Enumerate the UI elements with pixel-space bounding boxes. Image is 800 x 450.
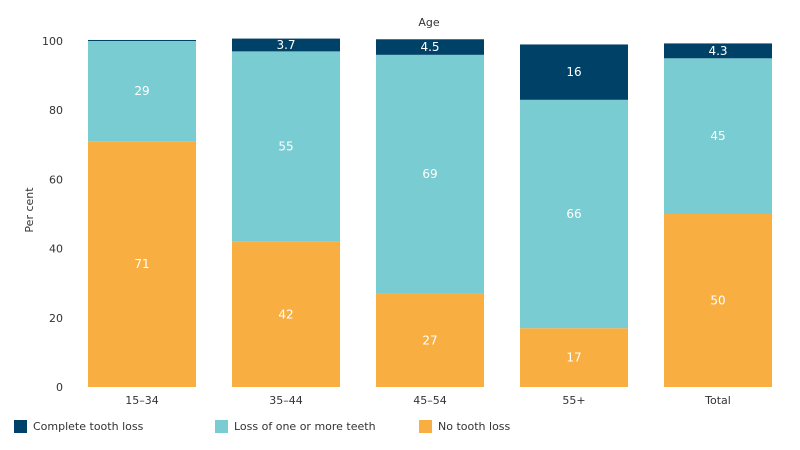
- y-tick-label: 40: [49, 243, 63, 256]
- data-label: 17: [566, 351, 581, 365]
- bar-segment: [376, 293, 484, 387]
- y-tick-label: 60: [49, 173, 63, 186]
- bar-segment: [520, 44, 628, 100]
- bar-segment: [88, 141, 196, 387]
- x-tick-label: 15–34: [125, 394, 159, 407]
- bar-segment: [520, 328, 628, 387]
- bar-segment: [376, 54, 484, 294]
- bar-segment: [232, 241, 340, 387]
- data-label: 42: [278, 307, 293, 321]
- data-label: 4.5: [420, 40, 439, 54]
- data-label: 45: [710, 129, 725, 143]
- data-label: 29: [134, 84, 149, 98]
- legend-item-loss-of-teeth[interactable]: Loss of one or more teeth: [215, 420, 393, 433]
- x-tick-label: 55+: [562, 394, 585, 407]
- bar-segment: [232, 38, 340, 52]
- data-label: 4.3: [708, 44, 727, 58]
- x-tick-label: 35–44: [269, 394, 303, 407]
- legend-label-loss-of-teeth: Loss of one or more teeth: [234, 420, 376, 433]
- x-tick-label: Total: [704, 394, 731, 407]
- data-label: 71: [134, 257, 149, 271]
- data-label: 50: [710, 294, 725, 308]
- legend-label-complete-tooth-loss: Complete tooth loss: [33, 420, 144, 433]
- y-tick-label: 100: [42, 35, 63, 48]
- bar-segment: [520, 99, 628, 329]
- bar-segment: [88, 39, 196, 41]
- y-axis-ticks: 0 20 40 60 80 100: [42, 35, 63, 394]
- data-label: 27: [422, 333, 437, 347]
- bars: 71 29 42 55 3.7 27 69 4.5 17 66 16 50 45 4.3: [88, 38, 772, 387]
- legend-swatch-no-tooth-loss: [419, 420, 432, 433]
- chart-title: Age: [418, 16, 440, 29]
- legend-item-complete-tooth-loss[interactable]: Complete tooth loss: [14, 420, 189, 433]
- legend-swatch-loss-of-teeth: [215, 420, 228, 433]
- bar-segment: [232, 51, 340, 242]
- data-label: 55: [278, 140, 293, 154]
- data-label: 69: [422, 167, 437, 181]
- y-axis-title: Per cent: [23, 187, 36, 233]
- y-tick-label: 20: [49, 312, 63, 325]
- legend: Complete tooth loss Loss of one or more …: [14, 420, 536, 433]
- data-label: 66: [566, 207, 581, 221]
- legend-label-no-tooth-loss: No tooth loss: [438, 420, 511, 433]
- bar-segment: [664, 58, 772, 214]
- y-tick-label: 0: [56, 381, 63, 394]
- bar-segment: [664, 43, 772, 59]
- legend-swatch-complete-tooth-loss: [14, 420, 27, 433]
- legend-item-no-tooth-loss[interactable]: No tooth loss: [419, 420, 510, 433]
- bar-segment: [88, 41, 196, 142]
- data-label: 16: [566, 65, 581, 79]
- bar-segment: [664, 214, 772, 387]
- bar-segment: [376, 39, 484, 55]
- y-tick-label: 80: [49, 104, 63, 117]
- x-tick-label: 45–54: [413, 394, 447, 407]
- x-axis-ticks: 15–34 35–44 45–54 55+ Total: [125, 394, 731, 407]
- data-label: 3.7: [276, 38, 295, 52]
